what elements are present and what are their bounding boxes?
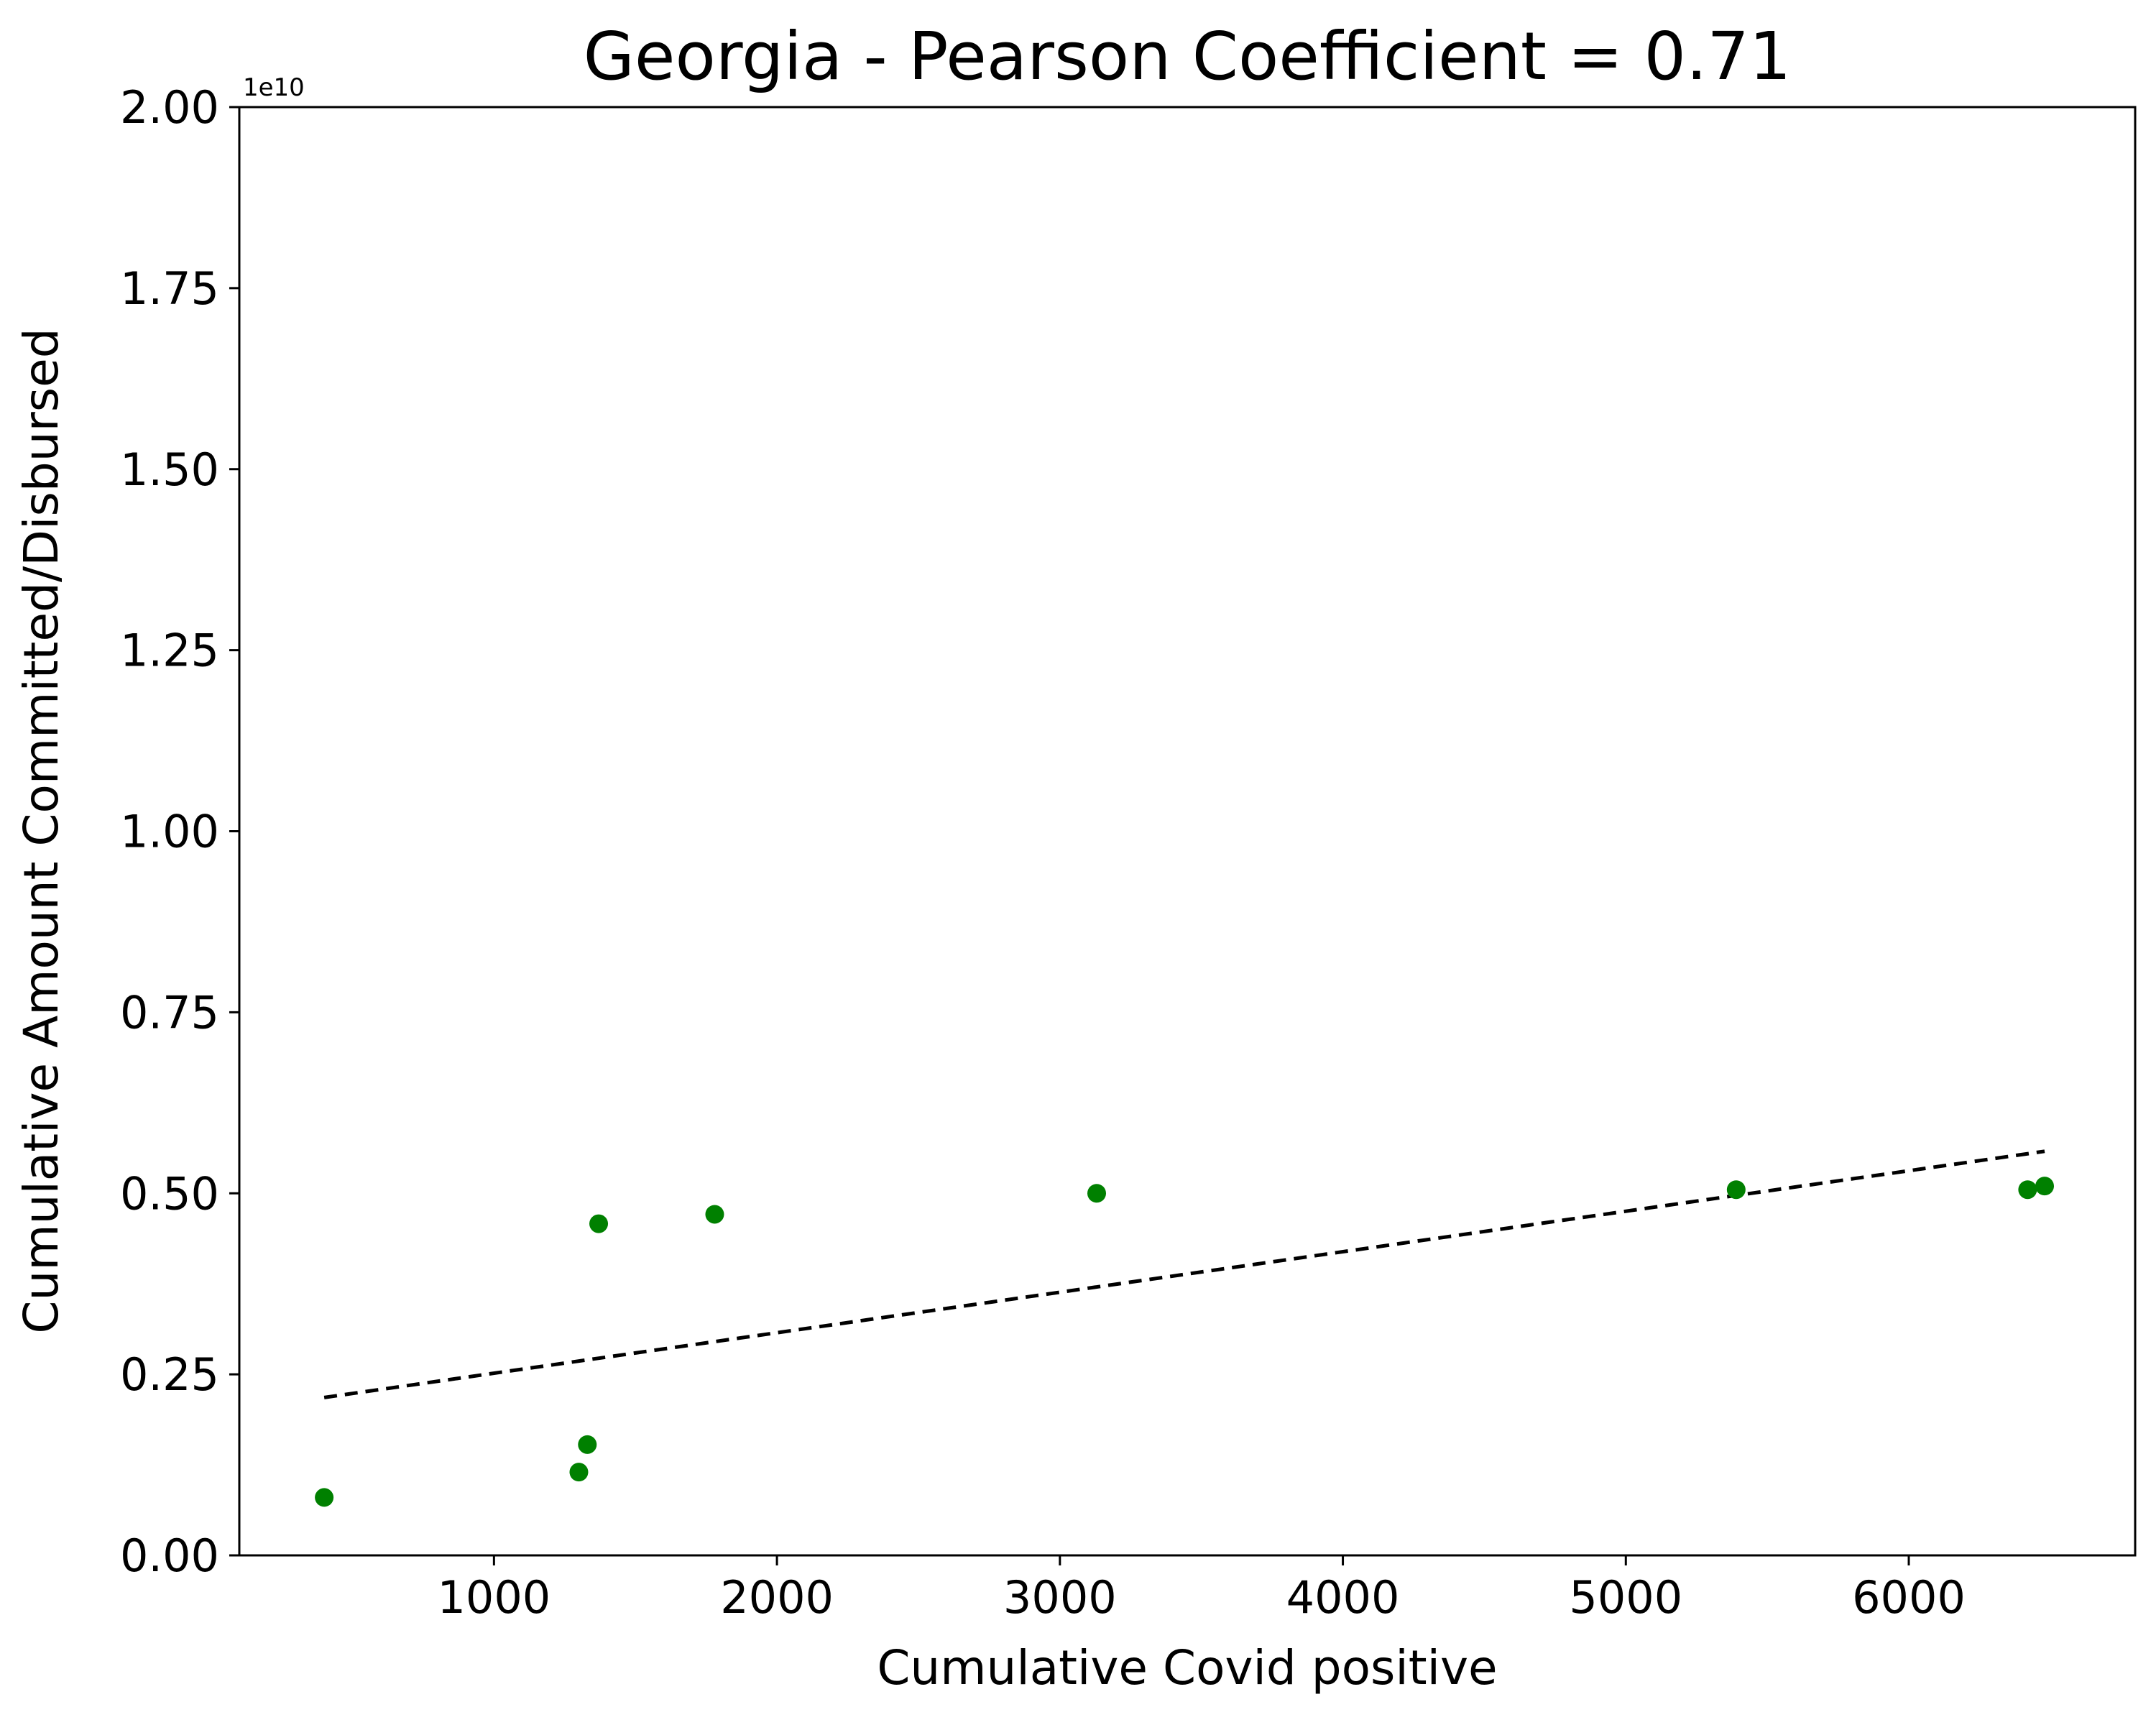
y-tick-label: 0.75 xyxy=(120,986,219,1039)
x-tick-label: 4000 xyxy=(1286,1571,1400,1624)
x-tick-label: 2000 xyxy=(720,1571,834,1624)
trend-line xyxy=(323,1149,2045,1399)
data-point xyxy=(569,1463,589,1482)
x-tick-label: 1000 xyxy=(437,1571,550,1624)
y-tick-label: 0.25 xyxy=(120,1348,219,1401)
plot-area: 1000 2000 3000 4000 5000 6000 0.00 0.25 0.50 0.75… xyxy=(120,81,2055,1624)
chart-title: Georgia - Pearson Coefficient = 0.71 xyxy=(584,18,1792,95)
data-point xyxy=(578,1435,597,1454)
data-point xyxy=(705,1205,724,1224)
data-point xyxy=(315,1488,334,1507)
x-tick-label: 3000 xyxy=(1003,1571,1117,1624)
x-tick-label: 5000 xyxy=(1569,1571,1682,1624)
y-tick-label: 0.50 xyxy=(120,1167,219,1220)
data-point xyxy=(2018,1180,2037,1200)
y-axis-scale-label: 1e10 xyxy=(243,73,305,102)
y-tick-label: 2.00 xyxy=(120,81,219,134)
data-point xyxy=(1087,1184,1107,1203)
data-point xyxy=(2035,1177,2055,1196)
data-point xyxy=(1726,1180,1746,1200)
data-point xyxy=(589,1214,609,1233)
y-tick-label: 1.00 xyxy=(120,806,219,858)
plot-frame xyxy=(238,106,2137,1557)
x-axis-label: Cumulative Covid positive xyxy=(877,1640,1497,1696)
y-axis-label: Cumulative Amount Committed/Disbursed xyxy=(14,328,69,1333)
x-tick-label: 6000 xyxy=(1852,1571,1966,1624)
y-tick-label: 0.00 xyxy=(120,1530,219,1582)
y-tick-label: 1.75 xyxy=(120,262,219,315)
y-tick-label: 1.25 xyxy=(120,625,219,677)
y-tick-label: 1.50 xyxy=(120,443,219,496)
